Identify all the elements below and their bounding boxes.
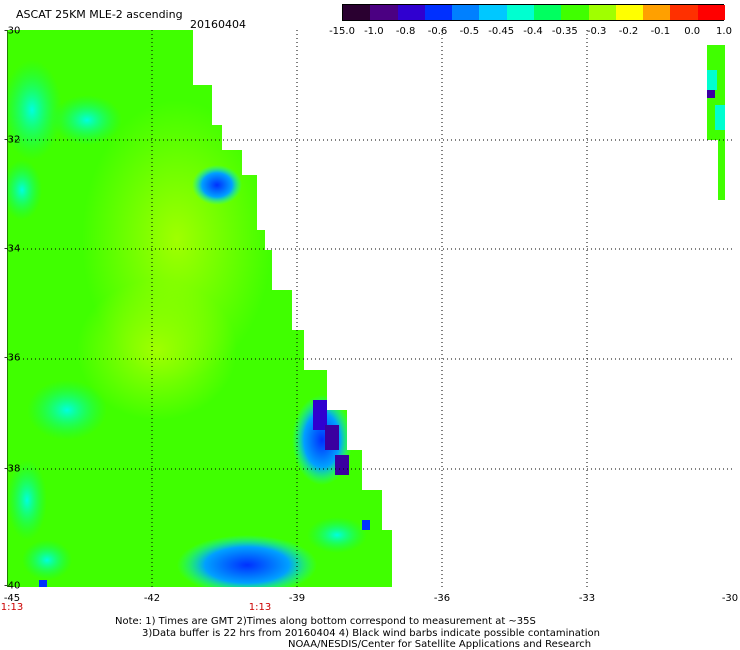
- swath-data: [7, 30, 392, 587]
- colorbar-segment: [370, 5, 399, 20]
- colorbar-tick-label: 0.0: [684, 26, 701, 37]
- swath-strip-east: [707, 45, 725, 200]
- time-label: 1:13: [0, 602, 24, 613]
- colorbar-segment: [588, 5, 617, 20]
- note-line-3: NOAA/NESDIS/Center for Satellite Applica…: [288, 639, 592, 650]
- note-line-2: 3)Data buffer is 22 hrs from 20160404 4)…: [142, 628, 600, 639]
- time-label: 1:13: [248, 602, 272, 613]
- lon-label: -36: [433, 593, 451, 604]
- colorbar-segment: [643, 5, 671, 20]
- colorbar-segment: [506, 5, 535, 20]
- colorbar-segment: [670, 5, 699, 20]
- lat-label: -34: [4, 243, 21, 255]
- colorbar-tick-label: -0.2: [618, 26, 639, 37]
- colorbar-tick-label: -0.35: [551, 26, 578, 37]
- colorbar-tick-label: -1.0: [364, 26, 384, 37]
- colorbar-segment: [343, 5, 371, 20]
- colorbar-segment: [615, 5, 644, 20]
- note-line-1: Note: 1) Times are GMT 2)Times along bot…: [115, 616, 536, 627]
- colorbar-tick-label: -0.45: [488, 26, 515, 37]
- lat-label: -32: [4, 134, 21, 146]
- lon-label: -39: [288, 593, 306, 604]
- chart-date: 20160404: [190, 18, 246, 31]
- colorbar-tick-label: -0.8: [395, 26, 416, 37]
- colorbar-segment: [561, 5, 590, 20]
- lon-label: -42: [143, 593, 161, 604]
- colorbar-tick-label: -0.5: [459, 26, 480, 37]
- lat-label: -40: [4, 580, 21, 592]
- graticule: [7, 30, 733, 587]
- lat-label: -38: [4, 463, 21, 475]
- chart-title: ASCAT 25KM MLE-2 ascending: [16, 8, 183, 21]
- colorbar-tick-label: -0.6: [427, 26, 448, 37]
- colorbar-tick-label: -0.4: [523, 26, 543, 37]
- swath-map: [7, 30, 733, 587]
- lon-label: -30: [721, 593, 739, 604]
- colorbar-segment: [479, 5, 508, 20]
- colorbar-segment: [424, 5, 453, 20]
- colorbar-segment: [452, 5, 480, 20]
- lon-label: -33: [578, 593, 596, 604]
- lat-label: -36: [4, 352, 21, 364]
- lon-label: -45: [3, 593, 21, 604]
- colorbar-tick-label: -0.1: [650, 26, 671, 37]
- colorbar-segment: [534, 5, 562, 20]
- colorbar: [342, 4, 726, 21]
- colorbar-tick-label: 1.0: [716, 26, 732, 37]
- lat-label: -30: [4, 25, 21, 37]
- colorbar-segment: [697, 5, 726, 20]
- colorbar-segment: [397, 5, 426, 20]
- colorbar-tick-label: -15.0: [329, 26, 355, 37]
- colorbar-tick-label: -0.3: [586, 26, 607, 37]
